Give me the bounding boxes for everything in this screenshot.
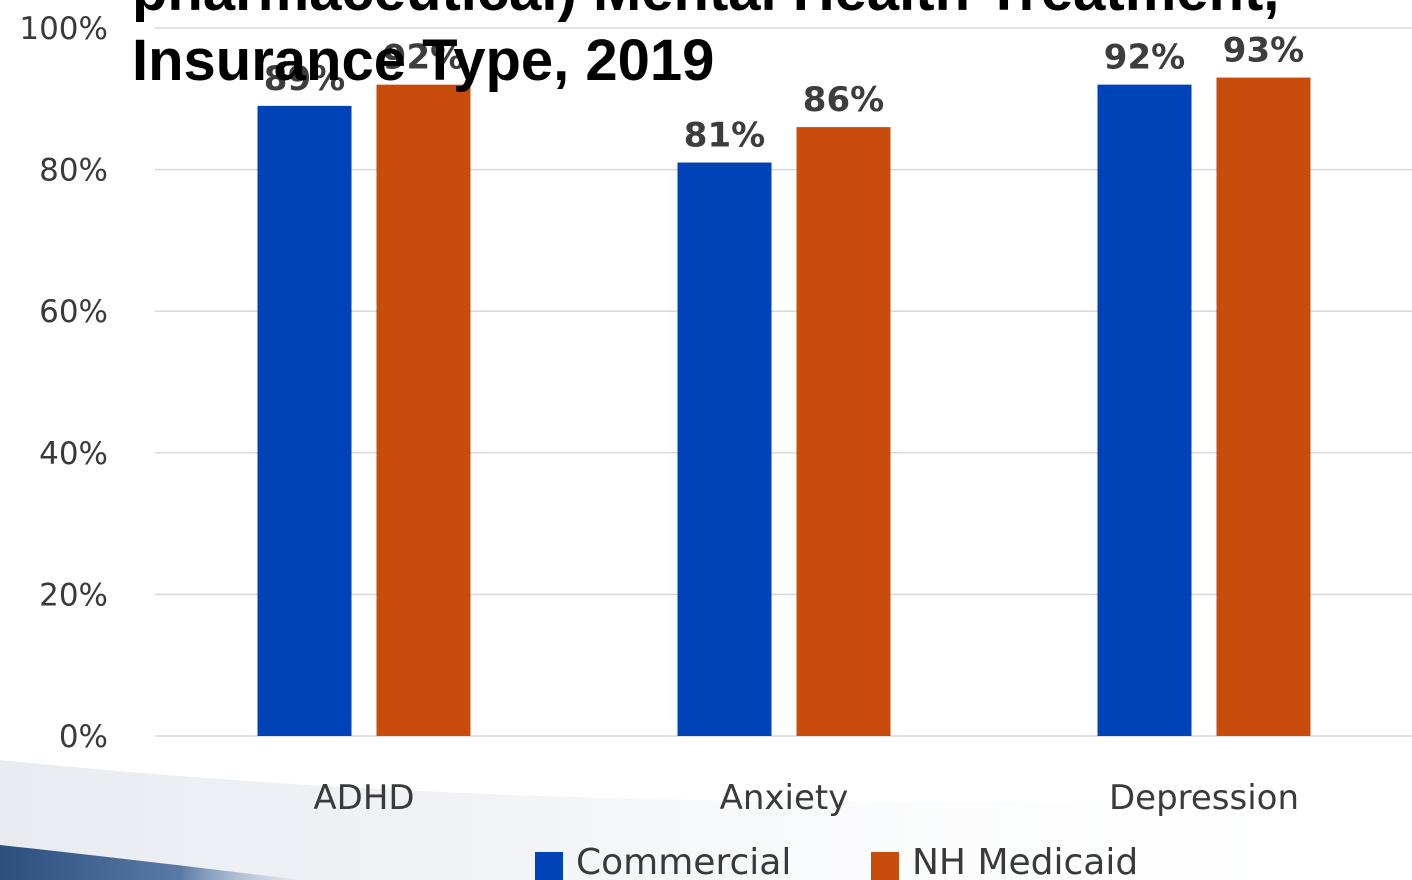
legend-label: NH Medicaid (912, 842, 1138, 880)
chart-title-line: pharmaceutical) Mental Health Treatment, (132, 0, 1279, 23)
gridlines (155, 27, 1412, 737)
x-category-label: Depression (1109, 778, 1299, 818)
data-label: 92% (383, 38, 464, 78)
legend-swatch (871, 852, 899, 880)
bar-nh-medicaid-depression (1216, 77, 1311, 736)
y-tick-label: 20% (39, 577, 108, 613)
data-labels: 89% 81% 92% 92% 86% 93% (264, 31, 1304, 156)
data-label: 89% (264, 59, 345, 99)
data-label: 86% (803, 80, 884, 120)
y-axis-ticks: 0% 20% 40% 60% 80% 100% (19, 11, 108, 755)
x-axis-categories: ADHD Anxiety Depression (313, 778, 1299, 818)
bar-nh-medicaid-adhd (376, 84, 471, 736)
bar-commercial-depression (1097, 84, 1192, 736)
y-tick-label: 40% (39, 436, 108, 472)
bars (257, 77, 1311, 737)
background-swoosh (0, 760, 1412, 880)
y-tick-label: 100% (19, 11, 108, 47)
legend-label: Commercial (576, 842, 791, 880)
bar-commercial-adhd (257, 105, 352, 736)
chart-title: pharmaceutical) Mental Health Treatment,… (132, 0, 1279, 93)
y-tick-label: 0% (59, 719, 108, 755)
data-label: 92% (1104, 38, 1185, 78)
x-category-label: ADHD (313, 778, 414, 818)
bar-commercial-anxiety (677, 162, 772, 736)
data-label: 93% (1223, 31, 1304, 71)
legend: Commercial NH Medicaid (535, 842, 1138, 880)
bar-nh-medicaid-anxiety (796, 127, 891, 737)
data-label: 81% (684, 116, 765, 156)
chart-title-line: Insurance Type, 2019 (132, 28, 714, 93)
y-tick-label: 80% (39, 153, 108, 189)
x-category-label: Anxiety (720, 778, 849, 818)
legend-swatch (535, 852, 563, 880)
y-tick-label: 60% (39, 294, 108, 330)
